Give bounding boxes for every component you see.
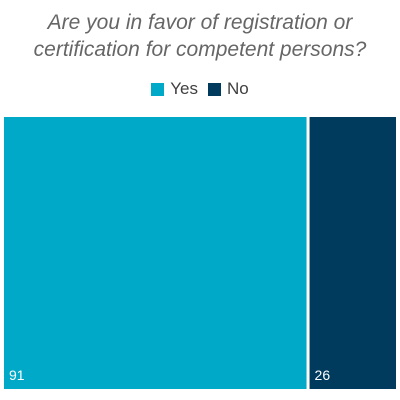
legend-swatch-yes [151, 82, 165, 96]
chart-title-line-1: Are you in favor of registration or [47, 11, 353, 34]
data-label-yes: 91 [9, 367, 25, 383]
bar-no [309, 117, 396, 389]
legend-item-no: No [208, 79, 249, 99]
chart-title: Are you in favor of registration or cert… [0, 9, 400, 63]
data-label-no: 26 [315, 367, 331, 383]
chart-legend: Yes No [0, 79, 400, 99]
bar-yes [4, 117, 307, 389]
chart-title-line-2: certification for competent persons? [33, 38, 367, 61]
legend-label-no: No [227, 79, 249, 98]
legend-item-yes: Yes [151, 79, 198, 99]
legend-swatch-no [208, 82, 221, 96]
legend-label-yes: Yes [170, 79, 198, 98]
